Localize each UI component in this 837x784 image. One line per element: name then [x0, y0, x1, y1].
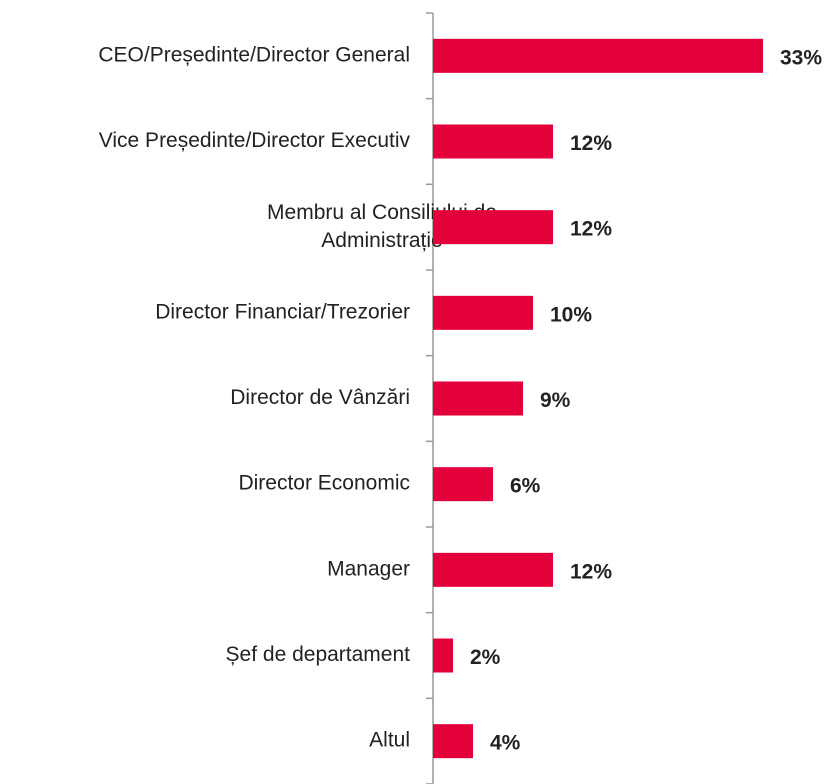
category-label: CEO/Președinte/Director General: [98, 43, 410, 66]
bar: [433, 295, 533, 330]
bar: [433, 210, 553, 245]
category-label: Vice Președinte/Director Executiv: [99, 129, 411, 152]
bar: [433, 552, 553, 587]
category-label: Șef de departament: [226, 643, 411, 666]
bar: [433, 467, 493, 502]
value-label: 9%: [540, 389, 571, 412]
category-label: Director Economic: [238, 472, 410, 495]
value-label: 6%: [510, 475, 541, 498]
category-label: Altul: [369, 729, 410, 752]
category-label: Director de Vânzări: [230, 386, 410, 409]
value-label: 33%: [780, 46, 822, 69]
value-label: 12%: [570, 560, 612, 583]
bar: [433, 124, 553, 159]
bar: [433, 638, 453, 673]
value-label: 10%: [550, 303, 592, 326]
bar: [433, 724, 473, 759]
category-label: Director Financiar/Trezorier: [155, 300, 410, 323]
bar: [433, 381, 523, 416]
value-label: 12%: [570, 132, 612, 155]
value-label: 4%: [490, 732, 521, 755]
bar: [433, 38, 763, 73]
category-label: Manager: [327, 557, 410, 580]
value-label: 2%: [470, 646, 501, 669]
value-label: 12%: [570, 218, 612, 241]
